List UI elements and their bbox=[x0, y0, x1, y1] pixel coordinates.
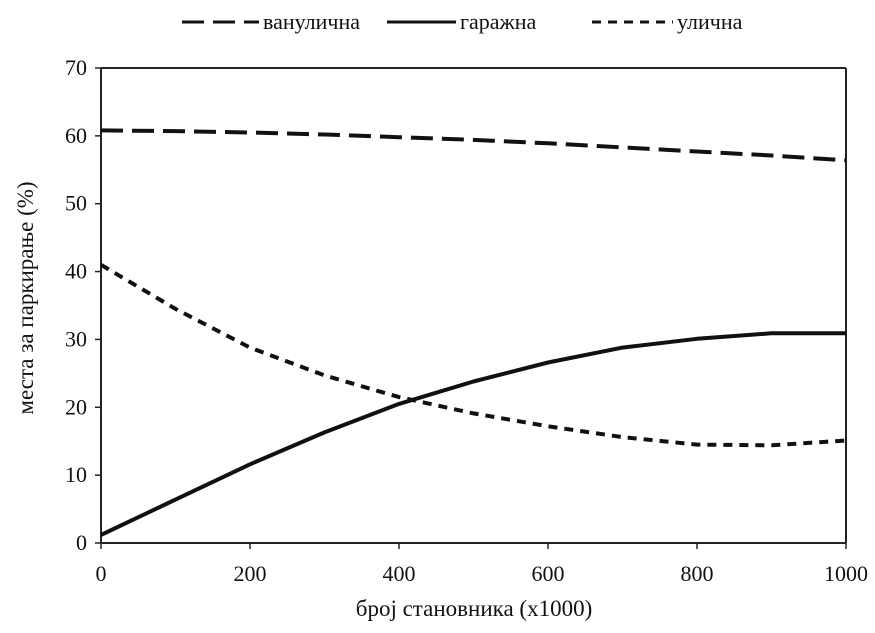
y-tick-label: 10 bbox=[65, 462, 87, 487]
x-tick-label: 1000 bbox=[824, 561, 868, 586]
x-axis-title: број становника (x1000) bbox=[356, 596, 592, 621]
y-tick-label: 20 bbox=[65, 394, 87, 419]
legend-label-1: ванулична bbox=[263, 9, 360, 34]
series-line-2 bbox=[100, 331, 846, 537]
y-tick-label: 50 bbox=[65, 191, 87, 216]
y-tick-label: 60 bbox=[65, 123, 87, 148]
x-tick-label: 800 bbox=[681, 561, 714, 586]
x-tick-label: 200 bbox=[234, 561, 267, 586]
legend: ванулична гаражна улична bbox=[182, 9, 743, 34]
legend-label-3: улична bbox=[677, 9, 743, 34]
x-tick-label: 600 bbox=[532, 561, 565, 586]
series-line-3 bbox=[99, 263, 847, 448]
y-tick-label: 70 bbox=[65, 55, 87, 80]
x-tick-label: 0 bbox=[96, 561, 107, 586]
x-tick-label: 400 bbox=[383, 561, 416, 586]
y-axis-title: места за паркирање (%) bbox=[13, 181, 38, 414]
plot-area bbox=[100, 67, 847, 544]
tick-labels: 0 10 20 30 40 50 60 70 0 200 400 600 800 1000 bbox=[65, 55, 868, 586]
legend-label-2: гаражна bbox=[460, 9, 537, 34]
series-lines bbox=[99, 128, 847, 537]
y-tick-label: 30 bbox=[65, 326, 87, 351]
y-tick-label: 40 bbox=[65, 259, 87, 284]
y-tick-label: 0 bbox=[76, 530, 87, 555]
series-line-1 bbox=[100, 128, 847, 163]
